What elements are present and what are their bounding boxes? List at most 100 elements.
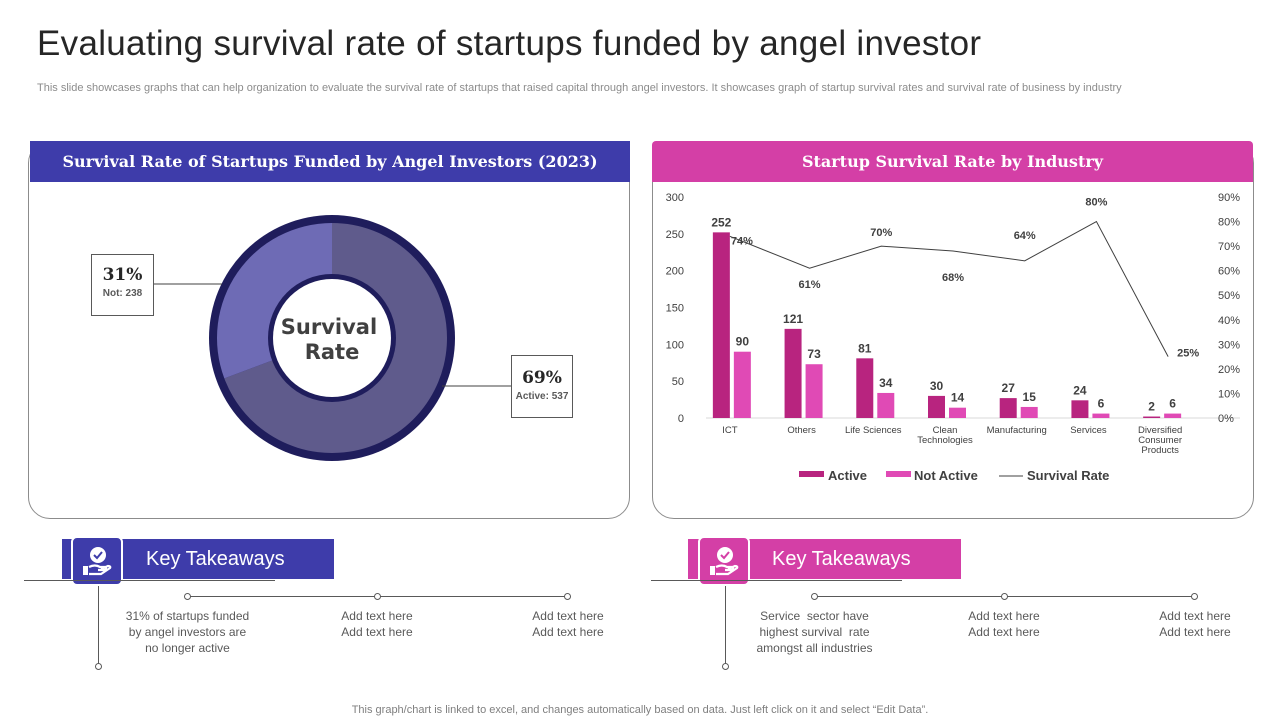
legend-label-survival: Survival Rate (1027, 468, 1109, 483)
bar-active-2 (856, 358, 874, 418)
x-tick-label: Diversified (1138, 425, 1182, 436)
bar-not-active-label: 15 (1023, 390, 1037, 404)
hand-badge-icon (83, 547, 112, 576)
takeaway-line: Add text here (1159, 625, 1231, 639)
bar-not-active-0 (733, 351, 751, 418)
survival-rate-label: 74% (731, 235, 753, 247)
bar-not-active-label: 6 (1098, 397, 1105, 411)
bar-active-label: 30 (930, 379, 944, 393)
takeaways-left-icon-box (71, 536, 123, 586)
takeaways-left-title: Key Takeaways (146, 547, 285, 570)
timeline-dot (95, 663, 102, 670)
takeaway-line: amongst all industries (756, 641, 873, 655)
y-tick-label: 200 (666, 266, 684, 278)
x-tick-label: Manufacturing (987, 425, 1047, 436)
y2-tick-label: 0% (1218, 413, 1234, 425)
bar-active-0 (712, 232, 730, 418)
bar-active-label: 2 (1148, 400, 1155, 414)
y2-tick-label: 60% (1218, 266, 1240, 278)
takeaways-right-stem (725, 586, 726, 664)
donut-center-label-2: Rate (305, 340, 360, 364)
timeline-dot (184, 593, 191, 600)
y-tick-label: 250 (666, 229, 684, 241)
x-tick-label: Products (1141, 445, 1179, 456)
x-tick-label: Others (787, 425, 816, 436)
survival-rate-label: 68% (942, 272, 964, 284)
bar-active-label: 24 (1073, 383, 1087, 397)
takeaway-line: Add text here (968, 625, 1040, 639)
timeline-dot (722, 663, 729, 670)
survival-rate-label: 80% (1085, 197, 1107, 209)
timeline-dot (564, 593, 571, 600)
survival-rate-label: 61% (799, 279, 821, 291)
x-tick-label: Services (1070, 425, 1107, 436)
survival-rate-line (729, 220, 1169, 357)
bar-active-4 (999, 398, 1017, 418)
callout-active-pct: 69% (522, 368, 562, 388)
timeline-dot (1001, 593, 1008, 600)
y-tick-label: 300 (666, 192, 684, 204)
takeaway-line: Add text here (341, 625, 413, 639)
y2-tick-label: 10% (1218, 388, 1240, 400)
callout-active-label: Active: 537 (515, 391, 569, 402)
callout-active: 69% Active: 537 (511, 355, 573, 418)
takeaway-left-2: Add text here Add text here (297, 608, 457, 640)
page-subtitle: This slide showcases graphs that can hel… (37, 82, 1122, 94)
bar-active-label: 252 (711, 215, 731, 229)
takeaway-left-1: 31% of startups funded by angel investor… (100, 608, 275, 656)
bar-active-3 (928, 395, 945, 418)
y2-tick-label: 50% (1218, 290, 1240, 302)
y2-tick-label: 20% (1218, 364, 1240, 376)
x-tick-label: Technologies (917, 435, 973, 446)
bar-active-label: 121 (783, 312, 803, 326)
takeaway-line: by angel investors are (128, 625, 247, 639)
y-tick-label: 150 (666, 303, 684, 315)
bar-not-active-5 (1092, 413, 1110, 418)
legend-label-active: Active (828, 468, 867, 483)
donut-hole (273, 279, 391, 397)
donut-center-label-1: Survival (281, 315, 377, 339)
donut-chart: Survival Rate (209, 215, 455, 461)
right-chart-title: Startup Survival Rate by Industry (652, 141, 1253, 182)
bar-not-active-label: 73 (807, 347, 821, 361)
x-tick-label: Life Sciences (845, 425, 902, 436)
takeaways-right-timeline (651, 580, 902, 581)
y2-tick-label: 30% (1218, 339, 1240, 351)
survival-rate-label: 25% (1177, 348, 1199, 360)
bar-not-active-6 (1164, 413, 1182, 418)
callout-not-active: 31% Not: 238 (91, 254, 154, 316)
legend-swatch-active (799, 471, 824, 477)
y2-tick-label: 80% (1218, 217, 1240, 229)
y-tick-label: 50 (672, 376, 684, 388)
takeaway-line: Add text here (1159, 609, 1231, 623)
bar-active-label: 81 (858, 341, 872, 355)
legend-label-not-active: Not Active (914, 468, 978, 483)
timeline-dot (374, 593, 381, 600)
survival-rate-label: 70% (870, 227, 892, 239)
legend-swatch-not-active (886, 471, 911, 477)
bar-active-label: 27 (1002, 381, 1016, 395)
bar-not-active-label: 90 (736, 335, 750, 349)
page-title: Evaluating survival rate of startups fun… (37, 24, 982, 63)
takeaway-line: Add text here (532, 625, 604, 639)
takeaway-right-2: Add text here Add text here (924, 608, 1084, 640)
callout-not-label: Not: 238 (102, 288, 143, 299)
takeaways-left-stem (98, 586, 99, 664)
bar-not-active-4 (1020, 406, 1038, 418)
takeaway-line: Add text here (532, 609, 604, 623)
takeaways-left-timeline (24, 580, 275, 581)
takeaway-right-3: Add text here Add text here (1115, 608, 1275, 640)
hand-badge-icon (710, 547, 739, 576)
takeaways-right-icon-box (698, 536, 750, 586)
takeaway-left-3: Add text here Add text here (488, 608, 648, 640)
bar-active-1 (784, 328, 802, 418)
y2-tick-label: 90% (1218, 192, 1240, 204)
y2-tick-label: 70% (1218, 241, 1240, 253)
bar-active-5 (1071, 400, 1089, 418)
takeaway-line: highest survival rate (759, 625, 870, 639)
takeaway-right-1: Service sector have highest survival rat… (727, 608, 902, 656)
bar-not-active-3 (949, 407, 966, 418)
bar-not-active-1 (805, 364, 823, 418)
x-tick-label: Clean (933, 425, 958, 436)
takeaways-right-title: Key Takeaways (772, 547, 911, 570)
